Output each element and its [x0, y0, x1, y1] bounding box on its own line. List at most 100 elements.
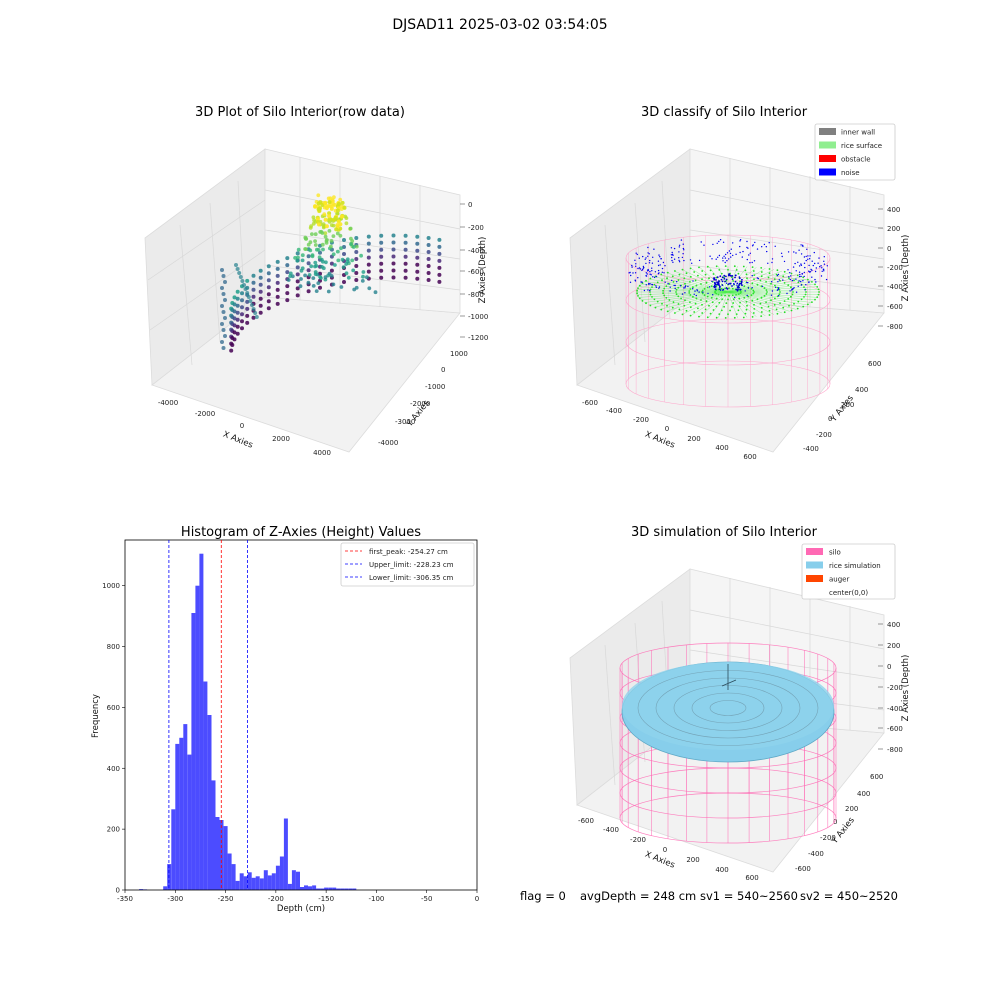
- noise-point: [815, 281, 817, 283]
- noise-points: [628, 239, 828, 299]
- plot-frame: [124, 539, 478, 891]
- rice-surface-point: [776, 312, 779, 315]
- scatter-point: [258, 268, 263, 273]
- noise-point: [748, 254, 750, 256]
- grid-line: [604, 644, 616, 786]
- noise-point: [716, 281, 718, 284]
- rice-surface-point: [715, 297, 718, 300]
- scatter-point: [322, 212, 327, 217]
- scatter-point: [415, 248, 420, 253]
- scatter-point: [275, 301, 280, 306]
- rice-surface-point: [675, 293, 678, 296]
- histogram-bar: [231, 864, 236, 890]
- noise-point: [719, 275, 722, 278]
- noise-point: [681, 256, 684, 259]
- noise-point: [722, 241, 725, 243]
- rice-surface-point: [685, 272, 688, 275]
- scatter-point: [253, 311, 258, 315]
- noise-point: [731, 275, 734, 277]
- rice-surface-ray: [727, 266, 748, 293]
- rice-surface-ray: [673, 291, 729, 314]
- axis-pane-back: [264, 148, 461, 314]
- scatter-point: [329, 244, 333, 249]
- noise-point: [739, 240, 741, 242]
- noise-point: [634, 259, 636, 261]
- histogram-bar: [283, 818, 288, 890]
- noise-point: [724, 257, 727, 259]
- rice-surface-point: [783, 311, 786, 314]
- rice-surface-point: [773, 278, 776, 280]
- rice-surface-ray: [727, 289, 820, 293]
- rice-surface-ray: [727, 291, 757, 317]
- noise-point: [667, 283, 669, 285]
- y-tick-label: 800: [107, 643, 120, 651]
- y-axis-label: Frequency: [91, 694, 101, 738]
- histogram-bar: [291, 870, 296, 890]
- y-tick-label: 0: [441, 366, 445, 374]
- z-tick-label: -400: [887, 705, 903, 713]
- rice-surface-point: [636, 289, 638, 292]
- noise-point: [754, 241, 756, 244]
- scatter-point: [415, 262, 420, 267]
- noise-point: [766, 250, 768, 253]
- rice-surface-point: [709, 269, 712, 272]
- noise-point: [768, 242, 770, 244]
- scatter-point: [275, 294, 280, 299]
- scatter-point: [229, 348, 234, 353]
- x-tick-label: 0: [475, 895, 479, 903]
- scatter-point: [285, 270, 290, 275]
- scatter-point: [316, 201, 321, 206]
- scatter-point: [223, 280, 227, 284]
- noise-point: [738, 276, 740, 278]
- noise-point: [811, 276, 813, 278]
- noise-point: [649, 270, 651, 273]
- scatter-point: [338, 197, 343, 202]
- rice-surface-point: [814, 283, 816, 286]
- x-tick-label: -200: [630, 836, 646, 844]
- scatter-point: [232, 302, 237, 307]
- noise-point: [751, 261, 753, 264]
- rice-surface-ray: [727, 274, 797, 293]
- z-tick-label: -800: [468, 291, 484, 299]
- noise-point: [751, 274, 753, 277]
- scatter-point: [250, 303, 254, 307]
- rice-surface-ray: [708, 266, 729, 293]
- noise-point: [642, 255, 644, 258]
- noise-point: [777, 288, 779, 291]
- noise-point: [800, 253, 803, 255]
- scatter-point: [403, 268, 408, 273]
- scatter-point: [329, 206, 334, 211]
- scatter-point: [245, 306, 250, 311]
- grid-line: [604, 224, 616, 366]
- legend-label: auger: [829, 576, 849, 584]
- rice-surface-ray: [643, 281, 729, 293]
- noise-point: [818, 257, 820, 259]
- noise-point: [647, 246, 649, 249]
- scatter-point: [313, 232, 318, 237]
- y-tick-label: 400: [107, 765, 120, 773]
- noise-point: [683, 249, 685, 251]
- figure-suptitle: DJSAD11 2025-03-02 03:54:05: [392, 17, 608, 33]
- legend: first_peak: -254.27 cm Upper_limit: -228.…: [340, 542, 475, 587]
- scatter-point: [307, 273, 312, 277]
- rice-surface-point: [782, 306, 785, 309]
- noise-point: [718, 280, 720, 282]
- scatter-point: [367, 286, 372, 291]
- rice-surface-ray: [699, 291, 729, 317]
- noise-point: [653, 276, 656, 279]
- noise-point: [789, 278, 791, 281]
- z-tick-label: 200: [887, 642, 900, 650]
- y-tick-label: 0: [828, 415, 832, 423]
- rice-surface-point: [693, 271, 696, 273]
- scatter-point: [285, 256, 290, 261]
- noise-point: [749, 262, 751, 264]
- scatter-point: [254, 315, 259, 319]
- rice-surface-point: [790, 272, 793, 275]
- noise-point: [698, 291, 700, 293]
- x-tick-label: 600: [743, 453, 756, 461]
- histogram-bar: [332, 887, 337, 890]
- rice-surface-point: [698, 266, 700, 269]
- scatter-point: [303, 247, 307, 251]
- y-tick-label: -200: [816, 431, 832, 439]
- rice-surface-point: [666, 304, 668, 307]
